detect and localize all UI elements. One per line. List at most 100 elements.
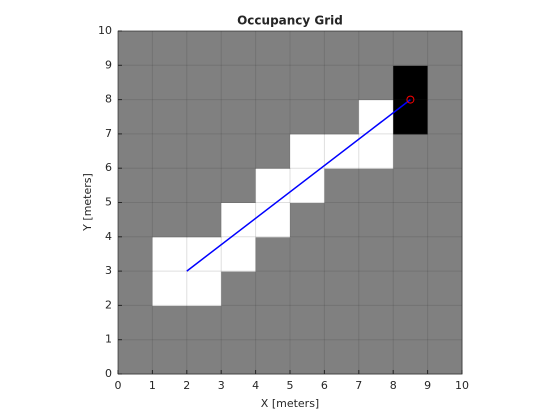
grid-cell: [152, 133, 188, 169]
grid-cell: [221, 305, 257, 341]
grid-cell: [358, 271, 394, 306]
grid-cell: [358, 133, 394, 169]
grid-cell: [186, 339, 222, 375]
x-tick-label: 0: [115, 379, 122, 392]
grid-cell: [324, 236, 360, 272]
y-tick-label: 7: [105, 127, 112, 140]
grid-cell: [118, 339, 153, 375]
y-tick-label: 9: [105, 58, 112, 71]
grid-cell: [255, 99, 291, 135]
y-tick-label: 5: [105, 196, 112, 209]
grid-cell: [255, 65, 291, 101]
x-tick-label: 2: [183, 379, 190, 392]
x-tick-label: 5: [287, 379, 294, 392]
grid-cell: [358, 168, 394, 203]
grid-cell: [427, 133, 463, 169]
grid-cell: [152, 168, 188, 203]
x-tick-label: 7: [355, 379, 362, 392]
grid-cell: [324, 202, 360, 238]
x-tick-label: 1: [149, 379, 156, 392]
grid-cell: [427, 31, 463, 66]
grid-cell: [290, 271, 325, 306]
grid-cell: [393, 133, 429, 169]
y-tick-label: 3: [105, 264, 112, 277]
grid-cell: [118, 31, 153, 66]
grid-cell: [393, 168, 429, 203]
grid-cell: [152, 65, 188, 101]
grid-cell: [358, 31, 394, 66]
grid-cell: [324, 31, 360, 66]
y-axis-label: Y [meters]: [81, 173, 94, 232]
x-tick-label: 3: [218, 379, 225, 392]
x-tick-label: 9: [424, 379, 431, 392]
grid-cell: [186, 99, 222, 135]
grid-cell: [393, 99, 429, 135]
grid-cell: [324, 305, 360, 341]
grid-cell: [221, 99, 257, 135]
x-tick-label: 6: [321, 379, 328, 392]
grid-cell: [427, 305, 463, 341]
grid-cell: [118, 202, 153, 238]
grid-cell: [221, 31, 257, 66]
grid-cell: [118, 133, 153, 169]
grid-cell: [221, 65, 257, 101]
grid-cell: [255, 305, 291, 341]
grid-cell: [221, 168, 257, 203]
x-tick-label: 8: [390, 379, 397, 392]
x-tick-label: 4: [252, 379, 259, 392]
grid-cell: [118, 168, 153, 203]
grid-cell: [255, 339, 291, 375]
grid-cell: [290, 168, 325, 203]
y-tick-label: 2: [105, 298, 112, 311]
grid-cell: [393, 65, 429, 101]
grid-cell: [152, 236, 188, 272]
grid-cell: [393, 31, 429, 66]
grid-cell: [393, 305, 429, 341]
path-line: [186, 99, 411, 272]
grid-cell: [290, 99, 325, 135]
grid-cell: [118, 65, 153, 101]
grid-cell: [427, 168, 463, 203]
grid-cell: [118, 236, 153, 272]
grid-cell: [290, 65, 325, 101]
grid-cell: [255, 202, 291, 238]
y-tick-label: 8: [105, 93, 112, 106]
grid-cell: [290, 202, 325, 238]
grid-cell: [358, 339, 394, 375]
y-tick-label: 4: [105, 230, 112, 243]
grid-cell: [324, 339, 360, 375]
grid-cell: [290, 236, 325, 272]
grid-cell: [186, 271, 222, 306]
grid-cell: [393, 236, 429, 272]
x-axis-label: X [meters]: [261, 397, 319, 410]
y-tick-label: 10: [98, 24, 112, 37]
grid-cell: [290, 305, 325, 341]
grid-cell: [255, 168, 291, 203]
grid-cell: [221, 271, 257, 306]
grid-cell: [427, 65, 463, 101]
grid-cell: [427, 236, 463, 272]
grid-cell: [221, 133, 257, 169]
grid-cell: [186, 133, 222, 169]
grid-cell: [221, 339, 257, 375]
y-tick-label: 6: [105, 161, 112, 174]
grid-cell: [324, 65, 360, 101]
grid-cell: [427, 339, 463, 375]
grid-cell: [427, 99, 463, 135]
grid-cell: [358, 236, 394, 272]
grid-cell: [152, 99, 188, 135]
grid-cell: [186, 168, 222, 203]
y-tick-label: 0: [105, 367, 112, 380]
grid-cell: [152, 339, 188, 375]
chart-title: Occupancy Grid: [237, 14, 343, 28]
grid-cell: [186, 31, 222, 66]
x-tick-label: 10: [455, 379, 469, 392]
grid-cell: [255, 271, 291, 306]
y-tick-label: 1: [105, 333, 112, 346]
grid-cell: [186, 305, 222, 341]
grid-cell: [427, 202, 463, 238]
grid-cell: [152, 305, 188, 341]
grid-cell: [255, 133, 291, 169]
grid-cell: [393, 339, 429, 375]
